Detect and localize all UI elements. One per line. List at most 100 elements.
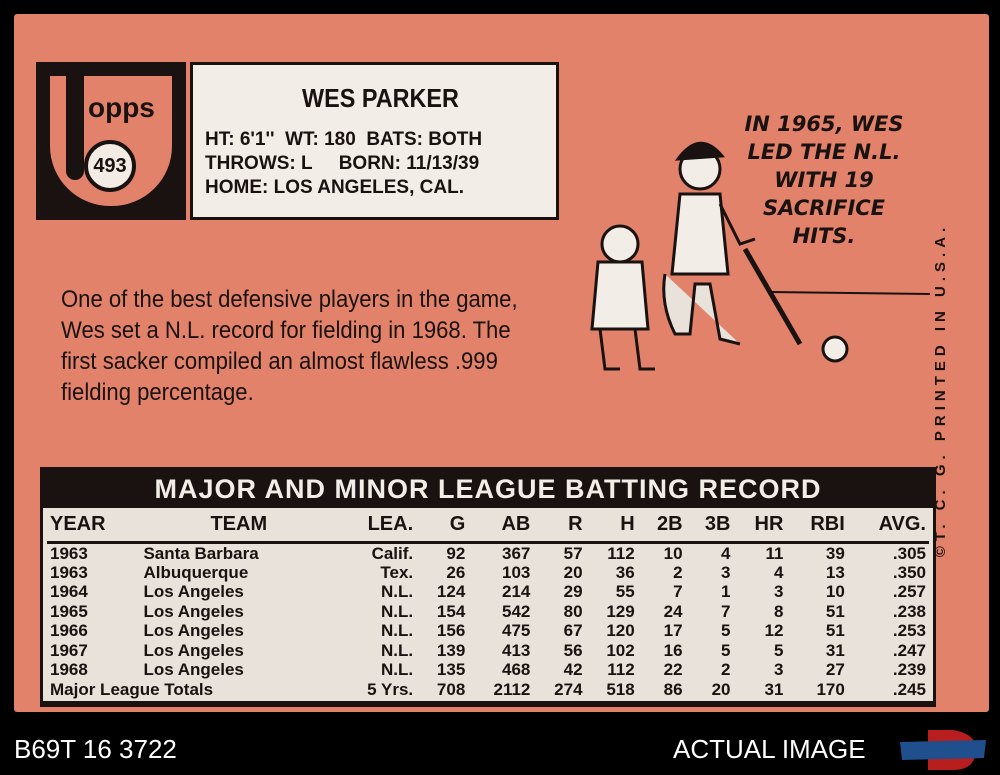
- baseball-card-back: opps 493 WES PARKER HT: 6'1'' WT: 180 BA…: [14, 14, 989, 712]
- table-cell: 42: [563, 660, 583, 680]
- table-cell: 3: [773, 582, 784, 602]
- table-cell: 1964: [50, 582, 88, 602]
- table-row: 1965 Los Angeles N.L. 154 542 80 129 24 7 8 51 .238: [47, 602, 929, 622]
- table-cell: 367: [502, 543, 531, 563]
- table-cell: 518: [606, 679, 635, 699]
- topps-logo: opps 493: [36, 62, 186, 220]
- card-number: 493: [84, 140, 136, 192]
- table-cell: 154: [436, 601, 466, 621]
- table-cell: 2112: [493, 679, 531, 699]
- column-header: G: [416, 508, 469, 544]
- table-cell: 51: [825, 621, 845, 641]
- table-cell: 4: [773, 562, 784, 582]
- table-cell: 4: [721, 543, 731, 563]
- table-cell: 20: [711, 679, 731, 699]
- table-cell: 5: [721, 640, 731, 660]
- column-header: RBI: [786, 508, 848, 544]
- vitals-line: THROWS: L BORN: 11/13/39: [205, 153, 480, 174]
- table-cell: 7: [721, 601, 731, 621]
- table-cell: 7: [673, 582, 683, 602]
- table-cell: .305: [892, 543, 926, 563]
- table-cell: 80: [563, 601, 583, 621]
- cartoon-caption: IN 1965, WES LED THE N.L. WITH 19 SACRIF…: [744, 112, 904, 248]
- vitals-line: HT: 6'1'' WT: 180 BATS: BOTH: [205, 129, 483, 150]
- table-cell: 413: [502, 640, 531, 660]
- table-cell: 12: [764, 621, 784, 641]
- table-cell: .239: [892, 660, 926, 680]
- player-info-box: WES PARKER HT: 6'1'' WT: 180 BATS: BOTH …: [190, 62, 559, 220]
- table-cell: .245: [892, 679, 926, 699]
- table-cell: 2: [721, 660, 731, 680]
- totals-row: Major League Totals 5 Yrs. 708 2112 274 518 86…: [47, 680, 929, 700]
- table-cell: 16: [663, 640, 683, 660]
- table-cell: 124: [436, 582, 466, 602]
- column-header: 2B: [637, 508, 686, 544]
- table-cell: 214: [502, 582, 531, 602]
- table-cell: 20: [563, 562, 583, 582]
- player-name: WES PARKER: [302, 83, 459, 113]
- table-row: 1964 Los Angeles N.L. 124 214 29 55 7 1 3 10 .257: [47, 582, 929, 602]
- table-cell: 468: [502, 660, 531, 680]
- table-cell: 10: [825, 582, 845, 602]
- table-cell: 5: [721, 621, 731, 641]
- table-cell: 542: [502, 601, 531, 621]
- table-cell: 36: [615, 562, 635, 582]
- column-header: HR: [733, 508, 787, 544]
- table-cell: .350: [892, 562, 926, 582]
- batting-record-title: MAJOR AND MINOR LEAGUE BATTING RECORD: [154, 474, 822, 504]
- table-cell: .238: [892, 601, 926, 621]
- table-cell: 274: [554, 679, 583, 699]
- table-cell: 27: [825, 660, 845, 680]
- table-cell: Santa Barbara: [143, 543, 259, 563]
- table-cell: 57: [563, 543, 583, 563]
- table-cell: 5: [773, 640, 784, 660]
- column-header: H: [585, 508, 638, 544]
- table-row: 1966 Los Angeles N.L. 156 475 67 120 17 5 12 51 .25…: [47, 621, 929, 641]
- table-cell: N.L.: [381, 582, 414, 602]
- column-header: YEAR: [47, 508, 141, 544]
- table-cell: 55: [615, 582, 635, 602]
- table-cell: 13: [825, 562, 845, 582]
- table-cell: 708: [436, 679, 466, 699]
- column-header: AVG.: [847, 508, 929, 544]
- table-cell: 1: [721, 582, 731, 602]
- table-cell: 1966: [50, 621, 88, 641]
- table-cell: 8: [773, 601, 784, 621]
- table-cell: 92: [446, 543, 466, 563]
- cartoon-illustration: [590, 141, 930, 371]
- table-cell: 26: [446, 562, 466, 582]
- table-cell: N.L.: [381, 660, 414, 680]
- table-cell: 103: [502, 562, 531, 582]
- table-cell: 1963: [50, 562, 88, 582]
- deans-cards-logo: [900, 730, 986, 770]
- table-cell: Los Angeles: [143, 621, 244, 641]
- table-cell: .247: [892, 640, 926, 660]
- column-header: TEAM: [140, 508, 338, 544]
- column-header: R: [533, 508, 586, 544]
- table-cell: 3: [721, 562, 731, 582]
- table-cell: Tex.: [380, 562, 414, 582]
- table-cell: 31: [764, 679, 784, 699]
- table-cell: 31: [825, 640, 845, 660]
- table-cell: 10: [663, 543, 683, 563]
- table-cell: 51: [825, 601, 845, 621]
- table-cell: 1963: [50, 543, 88, 563]
- column-header: LEA.: [337, 508, 417, 544]
- table-cell: 170: [816, 679, 845, 699]
- table-cell: 112: [607, 543, 635, 563]
- table-cell: 22: [663, 660, 683, 680]
- table-cell: .253: [892, 621, 926, 641]
- table-cell: 112: [607, 660, 635, 680]
- table-cell: 475: [502, 621, 531, 641]
- table-cell: 67: [563, 621, 583, 641]
- table-row: 1963 Albuquerque Tex. 26 103 20 36 2 3 4 13 .350: [47, 563, 929, 583]
- table-cell: 102: [606, 640, 635, 660]
- table-cell: N.L.: [381, 601, 414, 621]
- table-cell: 2: [673, 562, 683, 582]
- table-row: 1967 Los Angeles N.L. 139 413 56 102 16 5 5 31 .247: [47, 641, 929, 661]
- table-row: 1968 Los Angeles N.L. 135 468 42 112 22 2 3 27.239: [47, 660, 929, 680]
- table-cell: Los Angeles: [143, 582, 244, 602]
- table-cell: 135: [436, 660, 466, 680]
- player-bio: One of the best defensive players in the…: [61, 286, 518, 406]
- table-cell: 11: [765, 543, 784, 563]
